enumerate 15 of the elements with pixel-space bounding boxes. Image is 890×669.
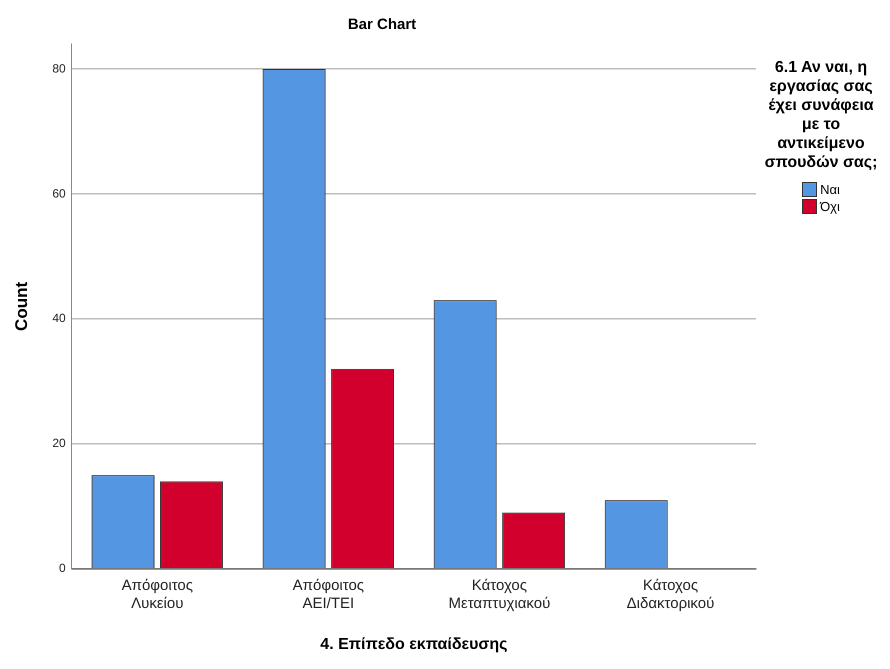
legend-label: Όχι [820, 199, 840, 214]
y-tick-label: 0 [59, 561, 66, 576]
y-tick-label: 60 [52, 186, 66, 200]
y-tick-label: 20 [52, 436, 66, 450]
y-axis-title: Count [12, 282, 31, 331]
x-tick-label: Απόφοιτος ΑΕΙ/ΤΕΙ [292, 576, 364, 612]
legend-title: 6.1 Αν ναι, η εργασίας σας έχει συνάφεια με το αντικείμενο σπουδών σας; [764, 58, 878, 172]
chart-title: Bar Chart [348, 16, 416, 34]
y-tick-label: 80 [52, 61, 66, 76]
x-tick-label: Απόφοιτος Λυκείου [122, 576, 193, 612]
x-axis-title: 4. Επίπεδο εκπαίδευσης [320, 636, 508, 653]
legend-label: Ναι [820, 182, 840, 197]
y-tick-label: 40 [52, 311, 66, 326]
x-tick-label: Κάτοχος Διδακτορικού [626, 576, 714, 612]
x-tick-label: Κάτοχος Μεταπτυχιακού [448, 576, 550, 612]
